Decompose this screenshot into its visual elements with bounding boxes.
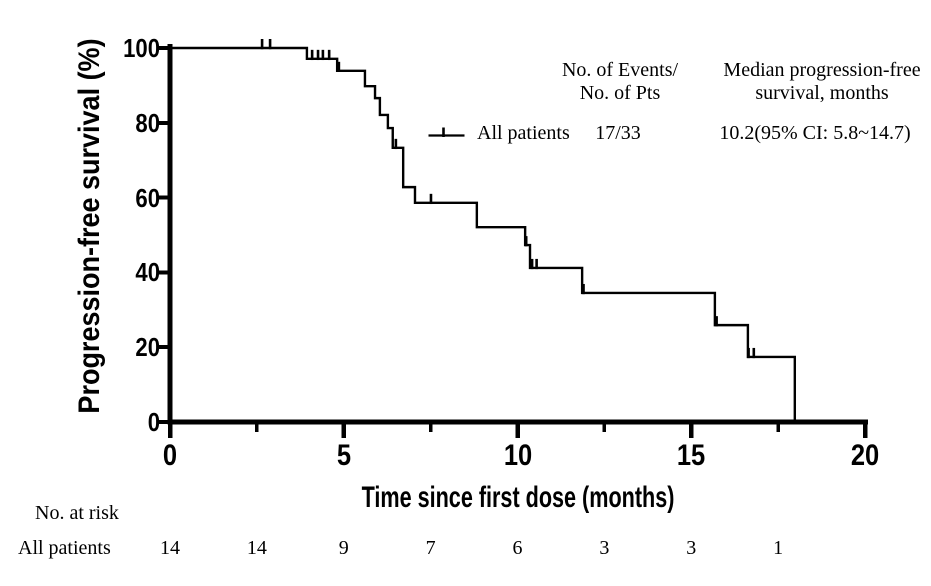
x-tick-label: 0 <box>162 439 178 472</box>
x-tick-label: 10 <box>503 439 532 472</box>
median-header-line2: survival, months <box>755 82 889 104</box>
events-column-header: No. of Events/ No. of Pts <box>562 59 678 105</box>
risk-count-value: 3 <box>686 537 697 559</box>
median-column-header: Median progression-free survival, months <box>723 59 920 105</box>
x-tick-label: 5 <box>336 439 351 472</box>
x-axis-title: Time since first dose (months) <box>361 481 675 514</box>
risk-table-header: No. at risk <box>35 502 119 524</box>
risk-count-value: 9 <box>338 537 349 559</box>
legend-series-marker-icon <box>428 127 465 137</box>
events-header-line2: No. of Pts <box>579 82 661 104</box>
median-header-line1: Median progression-free <box>723 59 921 81</box>
legend-series-label: All patients <box>477 122 570 144</box>
legend-median-value: 10.2(95% CI: 5.8~14.7) <box>719 122 911 144</box>
risk-count-value: 1 <box>773 537 784 559</box>
x-tick-label: 15 <box>677 439 706 472</box>
y-tick-label: 80 <box>135 107 160 138</box>
risk-row-label: All patients <box>18 537 111 559</box>
risk-count-value: 14 <box>160 537 180 559</box>
risk-count-value: 7 <box>425 537 436 559</box>
risk-count-value: 14 <box>246 537 267 559</box>
y-tick-label: 100 <box>123 33 160 63</box>
y-tick-label: 0 <box>147 407 160 437</box>
y-tick-label: 40 <box>135 257 160 288</box>
x-tick-label: 20 <box>850 439 880 472</box>
y-axis-title: Progression-free survival (%) <box>73 38 106 414</box>
risk-count-value: 6 <box>512 537 523 559</box>
risk-count-value: 3 <box>599 537 610 559</box>
events-header-line1: No. of Events/ <box>561 59 679 81</box>
legend-events-value: 17/33 <box>595 122 641 144</box>
y-tick-label: 20 <box>135 332 160 363</box>
y-tick-label: 60 <box>135 182 160 213</box>
km-curve-all-patients <box>170 46 797 422</box>
